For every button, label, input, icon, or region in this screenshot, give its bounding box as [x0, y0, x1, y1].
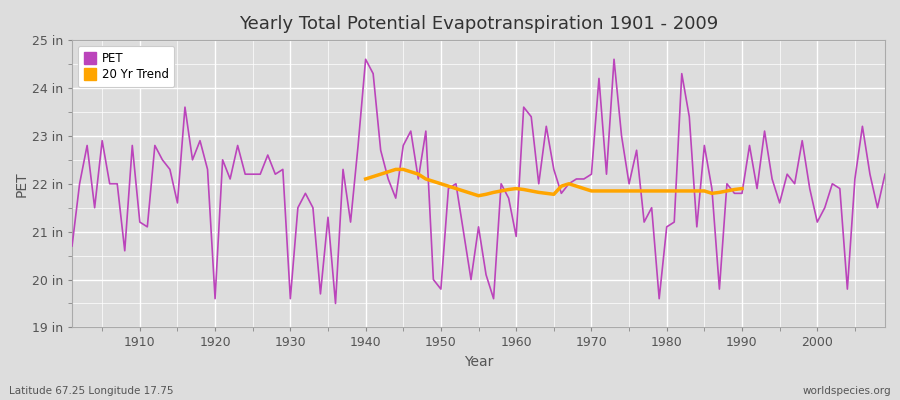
Text: Latitude 67.25 Longitude 17.75: Latitude 67.25 Longitude 17.75 [9, 386, 174, 396]
Text: worldspecies.org: worldspecies.org [803, 386, 891, 396]
X-axis label: Year: Year [464, 355, 493, 369]
Legend: PET, 20 Yr Trend: PET, 20 Yr Trend [78, 46, 175, 87]
Title: Yearly Total Potential Evapotranspiration 1901 - 2009: Yearly Total Potential Evapotranspiratio… [238, 15, 718, 33]
Y-axis label: PET: PET [15, 171, 29, 196]
